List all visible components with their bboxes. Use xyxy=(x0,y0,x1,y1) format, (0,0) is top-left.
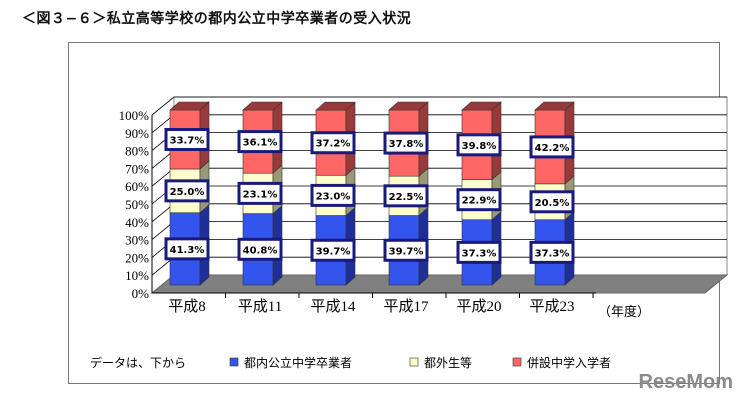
data-label-box xyxy=(529,190,575,214)
chart-title: ＜図３−６＞私立高等学校の都内公立中学卒業者の受入状況 xyxy=(22,11,412,27)
bar-top xyxy=(315,101,356,111)
data-label-box xyxy=(310,183,356,207)
legend-label: 併設中学入学者 xyxy=(527,355,611,370)
data-label-box xyxy=(237,130,283,154)
data-label: 22.5% xyxy=(389,192,424,203)
data-label-box xyxy=(310,131,356,155)
legend-label: 都内公立中学卒業者 xyxy=(244,355,352,370)
y-tick-label: 20% xyxy=(125,250,149,265)
data-label: 37.2% xyxy=(316,139,351,150)
data-label: 39.7% xyxy=(316,246,351,257)
data-label-box xyxy=(456,188,502,212)
data-label-box xyxy=(164,127,210,151)
y-tick-label: 60% xyxy=(125,179,149,194)
legend-swatch xyxy=(409,357,419,367)
data-label: 36.1% xyxy=(243,138,278,149)
y-tick-label: 40% xyxy=(125,215,149,230)
y-tick-label: 80% xyxy=(125,144,149,159)
data-label-box xyxy=(529,135,575,159)
x-tick-label: 平成17 xyxy=(383,298,429,315)
data-label: 37.3% xyxy=(535,248,570,259)
data-label-box xyxy=(456,240,502,264)
data-label-box xyxy=(383,131,429,155)
y-tick-label: 90% xyxy=(125,126,149,141)
data-label-box xyxy=(164,237,210,261)
x-tick-label: 平成20 xyxy=(456,298,501,315)
x-tick-label: 平成14 xyxy=(310,298,356,315)
legend-swatch xyxy=(512,357,522,367)
data-label: 39.8% xyxy=(462,141,497,152)
gridline-diagonal xyxy=(151,96,175,116)
bar-top xyxy=(169,101,210,111)
data-label: 40.8% xyxy=(243,245,278,256)
x-tick-label: 平成23 xyxy=(529,298,574,315)
data-label: 39.7% xyxy=(389,246,424,257)
y-tick-label: 70% xyxy=(125,161,149,176)
data-label-box xyxy=(237,237,283,261)
data-label: 23.1% xyxy=(243,189,278,200)
resemom-logo: ReseMom xyxy=(638,371,733,393)
data-label: 22.9% xyxy=(462,196,497,207)
data-label-box xyxy=(456,133,502,157)
data-label: 25.0% xyxy=(170,187,205,198)
data-label-box xyxy=(383,238,429,262)
data-label: 42.2% xyxy=(535,143,570,154)
data-label: 33.7% xyxy=(170,135,205,146)
data-label: 20.5% xyxy=(535,198,570,209)
bar-top xyxy=(461,101,502,111)
data-label: 37.8% xyxy=(389,139,424,150)
floor xyxy=(150,274,729,294)
x-tick-label: 平成11 xyxy=(238,298,282,315)
bar-top xyxy=(242,101,283,111)
y-tick-label: 0% xyxy=(132,286,150,301)
legend-swatch xyxy=(229,357,239,367)
y-tick-label: 30% xyxy=(125,233,149,248)
data-label-box xyxy=(237,181,283,205)
y-tick-label: 50% xyxy=(125,197,149,212)
y-tick-label: 100% xyxy=(119,108,150,123)
data-label-box xyxy=(310,238,356,262)
x-tick-label: 平成8 xyxy=(168,298,206,315)
y-tick-label: 10% xyxy=(125,268,149,283)
data-label: 37.3% xyxy=(462,248,497,259)
bar-top xyxy=(388,101,429,111)
bar-top xyxy=(534,101,575,111)
data-label: 23.0% xyxy=(316,191,351,202)
x-unit-label: （年度） xyxy=(598,304,650,320)
data-label: 41.3% xyxy=(170,245,205,256)
data-label-box xyxy=(529,240,575,264)
data-label-box xyxy=(164,179,210,203)
legend-label: 都外生等 xyxy=(424,356,472,370)
data-label-box xyxy=(383,184,429,208)
legend-prefix: データは、下から xyxy=(90,355,186,370)
